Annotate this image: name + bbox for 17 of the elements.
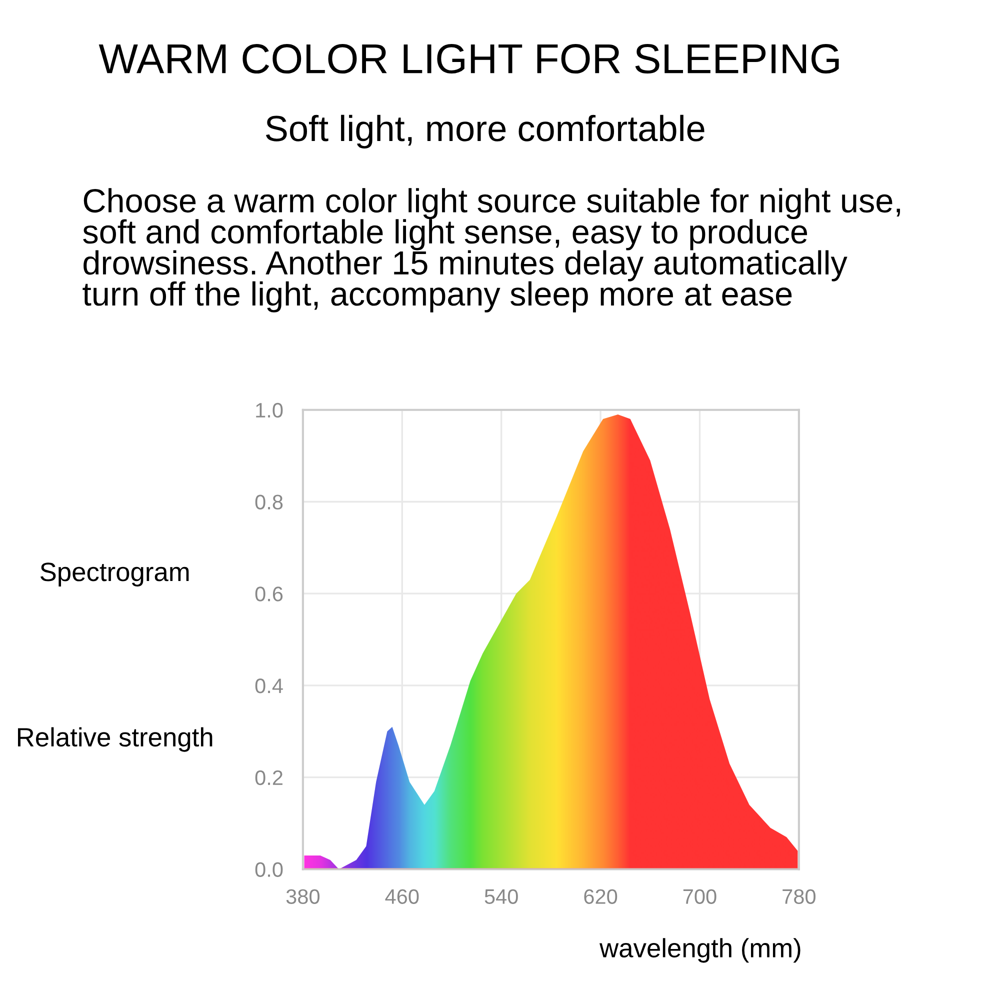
x-tick-label: 460: [385, 889, 419, 904]
text: Spectrogram Relative strength: [18, 562, 212, 752]
y-tick-label: 0.6: [255, 586, 283, 602]
chart-subtitle: Soft light, more comfortable: [266, 114, 704, 148]
x-tick-label: 700: [683, 889, 716, 904]
x-tick-label: 620: [584, 889, 618, 904]
x-axis-title: wavelength (mm): [600, 938, 800, 963]
text: Choose a warm color light source suitable for night use, soft and comfortable light sense, easy to produce drowsiness. Another 15 minutes delay automatically turn off the light, accompany sleep more at ease: [82, 188, 900, 312]
x-tick-label: 380: [286, 889, 320, 904]
y-tick-label: 0.0: [255, 862, 283, 877]
chart-title: WARM COLOR LIGHT FOR SLEEPING: [98, 44, 839, 74]
y-tick-label: 0.8: [255, 494, 283, 510]
x-tick-label: 780: [782, 889, 816, 904]
y-tick-label: 0.4: [255, 678, 283, 694]
x-tick-label: 540: [484, 889, 518, 904]
y-tick-label: 1.0: [256, 402, 283, 418]
y-tick-label: 0.2: [255, 770, 282, 786]
